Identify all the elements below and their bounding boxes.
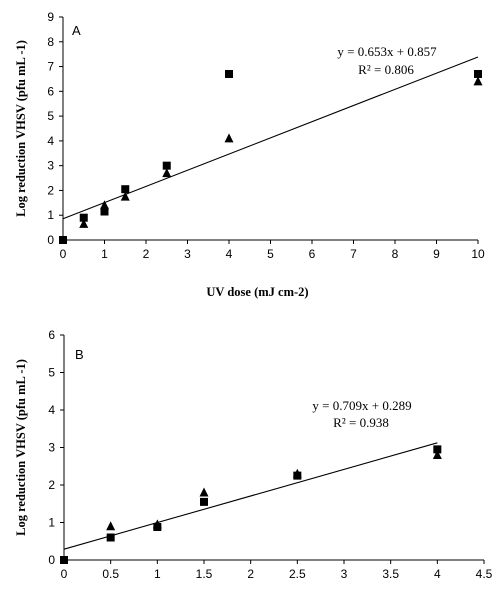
- triangle-point: [79, 218, 89, 228]
- trendline-equation: y = 0.709x + 0.289: [312, 398, 411, 413]
- y-tick-label: 2: [48, 478, 55, 492]
- x-tick-label: 4.5: [476, 567, 493, 581]
- square-point: [60, 556, 68, 564]
- x-tick-label: 7: [350, 247, 357, 261]
- triangle-point: [199, 487, 209, 497]
- square-point: [200, 497, 208, 506]
- x-tick-label: 1.5: [196, 567, 213, 581]
- x-tick-label: 8: [392, 247, 399, 261]
- y-tick-label: 6: [48, 328, 55, 342]
- square-point: [100, 207, 109, 216]
- x-tick-label: 1: [101, 247, 108, 261]
- triangle-point: [120, 191, 130, 201]
- y-tick-label: 8: [47, 35, 54, 49]
- x-tick-label: 4: [434, 567, 441, 581]
- triangle-point: [224, 133, 234, 143]
- y-tick-label: 1: [47, 208, 54, 222]
- triangle-point: [162, 168, 172, 178]
- y-tick-label: 5: [48, 366, 55, 380]
- panel-label: A: [72, 23, 81, 38]
- y-tick-label: 5: [47, 109, 54, 123]
- y-tick-label: 9: [47, 10, 54, 24]
- x-tick-label: 5: [267, 247, 274, 261]
- square-point: [433, 445, 442, 454]
- y-tick-label: 3: [48, 441, 55, 455]
- triangle-point: [473, 76, 483, 86]
- triangle-point: [432, 450, 442, 459]
- x-tick-label: 3.5: [382, 567, 399, 581]
- trendline-equation: y = 0.653x + 0.857: [337, 44, 437, 59]
- x-tick-label: 0: [61, 567, 68, 581]
- x-tick-label: 3: [341, 567, 348, 581]
- y-tick-label: 4: [47, 134, 54, 148]
- x-tick-label: 2: [247, 567, 254, 581]
- trendline: [62, 56, 479, 220]
- y-tick-label: 4: [48, 403, 55, 417]
- square-point: [162, 161, 171, 170]
- panel-label: B: [75, 347, 84, 362]
- x-axis-title: UV dose (mJ cm-2): [206, 285, 308, 299]
- y-axis-title: Log reduction VHSV (pfu mL -1): [14, 359, 28, 536]
- square-point: [59, 236, 67, 244]
- square-point: [79, 213, 88, 222]
- trendline: [63, 442, 438, 550]
- x-tick-label: 3: [184, 247, 191, 261]
- trendline-r2: R² = 0.938: [333, 415, 389, 430]
- x-tick-label: 9: [433, 247, 440, 261]
- y-tick-label: 2: [47, 183, 54, 197]
- x-tick-label: 6: [309, 247, 316, 261]
- y-tick-label: 0: [47, 233, 54, 247]
- x-tick-label: 2: [143, 247, 150, 261]
- trendline-r2: R² = 0.806: [358, 62, 414, 77]
- y-tick-label: 0: [48, 553, 55, 567]
- triangle-point: [106, 521, 116, 531]
- chart-panel-a: 0 1 2 3 4 5 6 7 8 9 0 1 2 3 4 5 6 7 8 9 10 Ay = 0.653x + 0.85…: [14, 10, 485, 299]
- x-tick-label: 0: [60, 247, 67, 261]
- x-tick-label: 1: [154, 567, 161, 581]
- x-tick-label: 4: [226, 247, 233, 261]
- square-point: [121, 185, 130, 194]
- y-axis-title: Log reduction VHSV (pfu mL -1): [14, 40, 28, 217]
- triangle-point: [100, 200, 109, 210]
- chart-panel-b: 0 1 2 3 4 5 6 0 0.5 1 1.5 2 2.5 3 3.5 4 4.5 By = 0.709x +…: [14, 328, 493, 581]
- y-tick-label: 1: [48, 516, 55, 530]
- square-point: [225, 69, 233, 78]
- x-tick-label: 0.5: [102, 567, 119, 581]
- triangle-point: [292, 468, 302, 478]
- y-tick-label: 3: [47, 159, 54, 173]
- x-tick-label: 10: [471, 247, 485, 261]
- triangle-point: [152, 519, 162, 529]
- y-tick-label: 6: [47, 84, 54, 98]
- square-point: [474, 69, 482, 78]
- x-tick-label: 2.5: [289, 567, 306, 581]
- square-point: [106, 533, 115, 542]
- y-tick-label: 7: [47, 60, 54, 74]
